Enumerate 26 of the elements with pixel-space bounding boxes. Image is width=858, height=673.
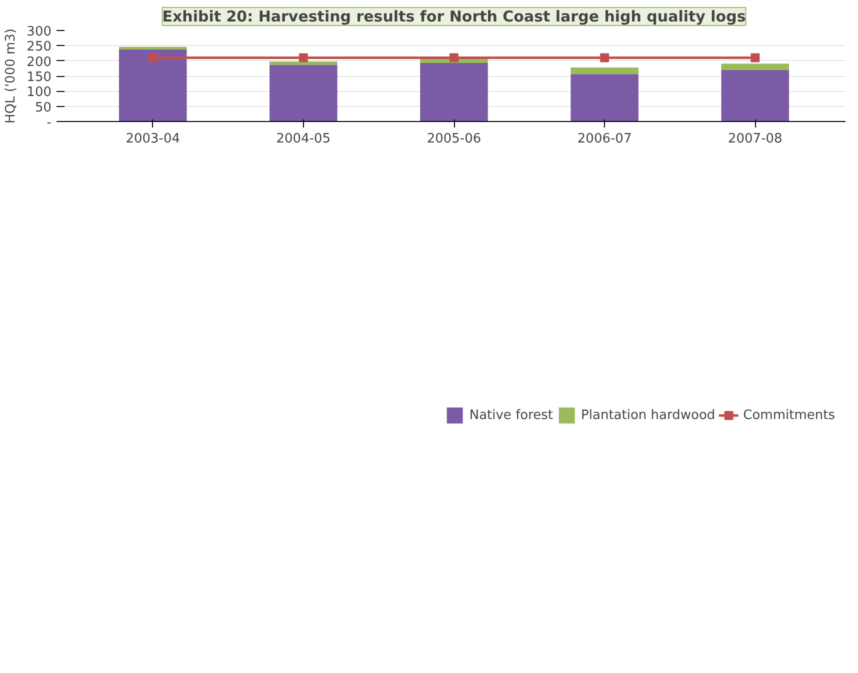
legend-label: Native forest (469, 408, 554, 422)
y-tick-label: 150 (26, 70, 52, 85)
legend-label: Plantation hardwood (581, 408, 716, 422)
bar (270, 61, 338, 65)
x-tick-label: 2005-06 (426, 132, 482, 146)
bar (118, 46, 187, 50)
y-tick-label: 300 (26, 24, 52, 40)
bar (420, 62, 488, 122)
y-tick-label: 250 (26, 40, 52, 55)
chart-title: Exhibit 20: Harvesting results for North Coast large high quality logs (162, 8, 746, 26)
bar (570, 68, 638, 74)
bar (721, 70, 790, 122)
y-tick-label: 100 (26, 85, 52, 100)
x-tick-label: 2003-04 (126, 132, 180, 146)
y-tick-label: 200 (26, 54, 52, 70)
bar (270, 64, 338, 122)
y-tick-label: 50 (34, 100, 52, 116)
y-tick-label: - (46, 116, 52, 130)
x-tick-label: 2006-07 (577, 132, 632, 146)
bar (570, 74, 638, 122)
x-tick-label: 2007-08 (728, 132, 782, 146)
legend-label: Commitments (743, 408, 835, 422)
bar (721, 64, 790, 70)
y-axis-title: HQL ('000 m3) (4, 28, 19, 124)
x-tick-label: 2004-05 (276, 132, 331, 146)
bar (118, 49, 187, 122)
